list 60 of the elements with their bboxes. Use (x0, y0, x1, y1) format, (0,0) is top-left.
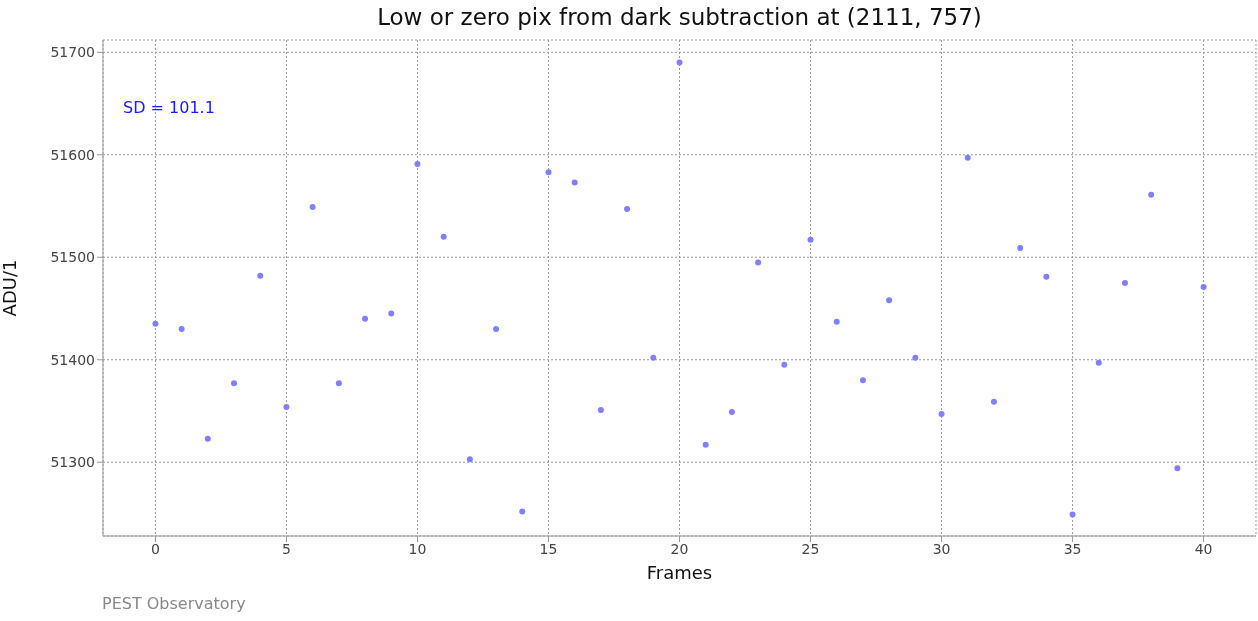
point (964, 154, 971, 161)
point (545, 169, 552, 176)
point (807, 236, 814, 243)
point (990, 398, 997, 405)
point (309, 204, 316, 211)
point (833, 318, 840, 325)
x-tick-label: 0 (150, 540, 160, 557)
point (755, 259, 762, 266)
point (283, 403, 290, 410)
point (1121, 279, 1128, 286)
point (781, 361, 788, 368)
x-axis-title: Frames (646, 561, 713, 583)
chart-title: Low or zero pix from dark subtraction at (2111, 757) (376, 4, 983, 30)
x-tick-label: 30 (932, 540, 951, 557)
annotation: SD = 101.1 (123, 98, 215, 117)
point (1200, 283, 1207, 290)
point (912, 354, 919, 361)
x-tick-label: 35 (1063, 540, 1082, 557)
point (257, 272, 264, 279)
x-tick-label: 20 (670, 540, 689, 557)
x-tick-label: 5 (281, 540, 291, 557)
point (938, 411, 945, 418)
point (152, 320, 159, 327)
x-tick-label: 40 (1194, 540, 1213, 557)
point (1069, 511, 1076, 518)
point (650, 354, 657, 361)
point (676, 59, 683, 66)
y-tick-label: 51700 (50, 44, 95, 61)
point (414, 161, 421, 167)
point (335, 380, 342, 387)
point (702, 441, 709, 448)
point (388, 310, 395, 317)
point (178, 325, 185, 332)
point (1174, 465, 1181, 472)
point (204, 435, 211, 442)
point (1148, 191, 1155, 198)
y-tick-label: 51500 (50, 249, 95, 266)
point (362, 315, 369, 322)
x-tick-label: 25 (801, 540, 820, 557)
point (886, 297, 893, 304)
x-tick-label: 15 (539, 540, 558, 557)
x-tick-label: 10 (408, 540, 427, 557)
point (1095, 359, 1102, 366)
point (859, 377, 866, 384)
point (493, 325, 500, 332)
point (519, 508, 526, 515)
y-tick-label: 51300 (50, 454, 95, 471)
point (440, 233, 447, 240)
y-tick-label: 51400 (50, 351, 95, 368)
point (231, 380, 238, 387)
point (624, 206, 631, 213)
point (597, 406, 604, 413)
point (571, 179, 578, 186)
y-axis-title: ADU/1 (0, 259, 21, 317)
point (728, 409, 735, 415)
point (1043, 273, 1050, 280)
y-tick-label: 51600 (50, 146, 95, 163)
point (1017, 245, 1024, 252)
point (466, 456, 473, 463)
text: PEST Observatory (102, 594, 246, 613)
